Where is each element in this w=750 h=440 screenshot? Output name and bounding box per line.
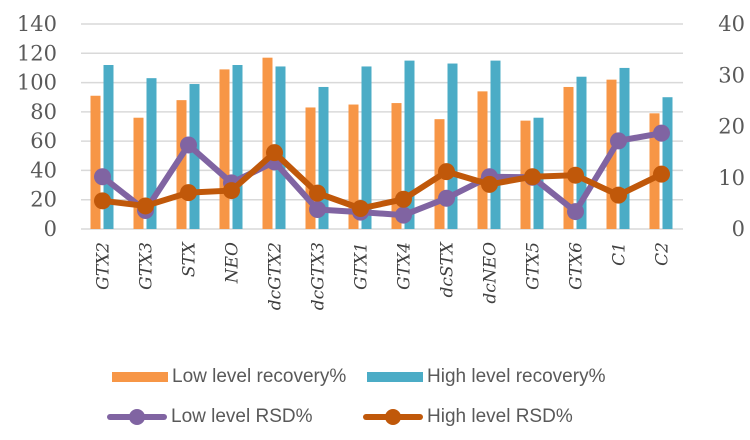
y-tick-label: 120: [17, 41, 57, 65]
legend-item-low-rsd: Low level RSD%: [107, 406, 313, 428]
data-point: [309, 184, 326, 202]
y-tick-label: 100: [17, 71, 57, 95]
legend-item-high-recovery: High level recovery%: [367, 366, 605, 388]
bar: [619, 67, 630, 229]
data-point: [438, 163, 455, 181]
x-tick-label: STX: [180, 241, 200, 277]
data-point: [653, 165, 670, 183]
y2-tick-label: 0: [732, 217, 745, 241]
data-point: [137, 197, 154, 215]
y-tick-label: 20: [30, 188, 57, 212]
bar: [404, 60, 415, 229]
data-point: [309, 201, 326, 219]
legend-label-low-recovery: Low level recovery%: [172, 366, 347, 387]
data-point: [567, 203, 584, 221]
bar: [318, 86, 329, 229]
legend-swatch-low-recovery: [112, 372, 168, 382]
bar: [662, 97, 673, 229]
data-point: [610, 186, 627, 204]
bar: [219, 69, 230, 230]
y2-tick-label: 30: [718, 63, 745, 87]
x-tick-label: dcSTX: [438, 241, 458, 297]
legend-swatch-high-recovery: [367, 372, 423, 382]
y2-tick-label: 40: [718, 12, 745, 36]
y2-tick-label: 20: [718, 115, 745, 139]
x-tick-label: dcGTX3: [309, 242, 329, 310]
y-axis-right: 0 10 20 30 40: [718, 12, 745, 241]
data-point: [180, 136, 197, 154]
data-point: [567, 166, 584, 184]
data-point: [481, 175, 498, 193]
bar: [391, 103, 402, 229]
x-tick-label: GTX4: [395, 242, 415, 290]
data-point: [180, 184, 197, 202]
y2-tick-label: 10: [718, 166, 745, 190]
bar: [348, 104, 359, 229]
bar: [146, 78, 157, 229]
x-tick-label: GTX5: [524, 242, 544, 290]
bar: [477, 91, 488, 229]
y-tick-label: 80: [30, 100, 57, 124]
bar: [133, 117, 144, 229]
lines: [94, 124, 670, 224]
bar: [576, 76, 587, 229]
x-tick-label: C1: [610, 242, 630, 266]
x-tick-label: dcNEO: [481, 242, 501, 304]
data-point: [395, 206, 412, 224]
x-tick-label: GTX1: [352, 242, 372, 290]
legend-item-low-recovery: Low level recovery%: [112, 366, 346, 388]
y-tick-label: 0: [44, 217, 57, 241]
data-point: [653, 124, 670, 142]
x-axis: GTX2 GTX3 STX NEO dcGTX2 dcGTX3 GTX1 GTX4 dcSTX d…: [94, 241, 673, 310]
bar: [563, 86, 574, 229]
y-tick-label: 40: [30, 158, 57, 182]
data-point: [94, 192, 111, 210]
legend-label-high-recovery: High level recovery%: [427, 366, 606, 387]
x-tick-label: C2: [653, 242, 673, 266]
legend-swatch-low-rsd: [107, 407, 167, 427]
x-tick-label: dcGTX2: [266, 242, 286, 310]
bar: [189, 84, 200, 230]
x-tick-label: NEO: [223, 242, 243, 284]
data-point: [94, 168, 111, 186]
y-tick-label: 140: [17, 12, 57, 36]
bar: [447, 63, 458, 230]
data-point: [352, 200, 369, 217]
data-point: [438, 189, 455, 207]
bar: [103, 65, 114, 229]
legend-swatch-high-rsd: [363, 407, 423, 427]
data-point: [395, 190, 412, 208]
bar: [361, 66, 372, 229]
x-tick-label: GTX6: [567, 242, 587, 290]
y-axis-left: 0 20 40 60 80 100 120 140: [17, 12, 57, 241]
data-point: [610, 132, 627, 150]
bar: [262, 57, 273, 229]
bar: [90, 95, 101, 229]
x-tick-label: GTX3: [137, 242, 157, 290]
data-point: [223, 182, 240, 200]
series-line: [99, 130, 665, 219]
x-tick-label: GTX2: [94, 242, 114, 290]
bar: [305, 107, 316, 229]
data-point: [266, 144, 283, 162]
legend-label-high-rsd: High level RSD%: [427, 406, 573, 427]
legend-item-high-rsd: High level RSD%: [363, 406, 573, 428]
legend-label-low-rsd: Low level RSD%: [171, 406, 313, 427]
bar: [490, 60, 501, 229]
y-tick-label: 60: [30, 129, 57, 153]
data-point: [524, 168, 541, 186]
bar: [232, 65, 243, 229]
bar: [176, 100, 187, 230]
